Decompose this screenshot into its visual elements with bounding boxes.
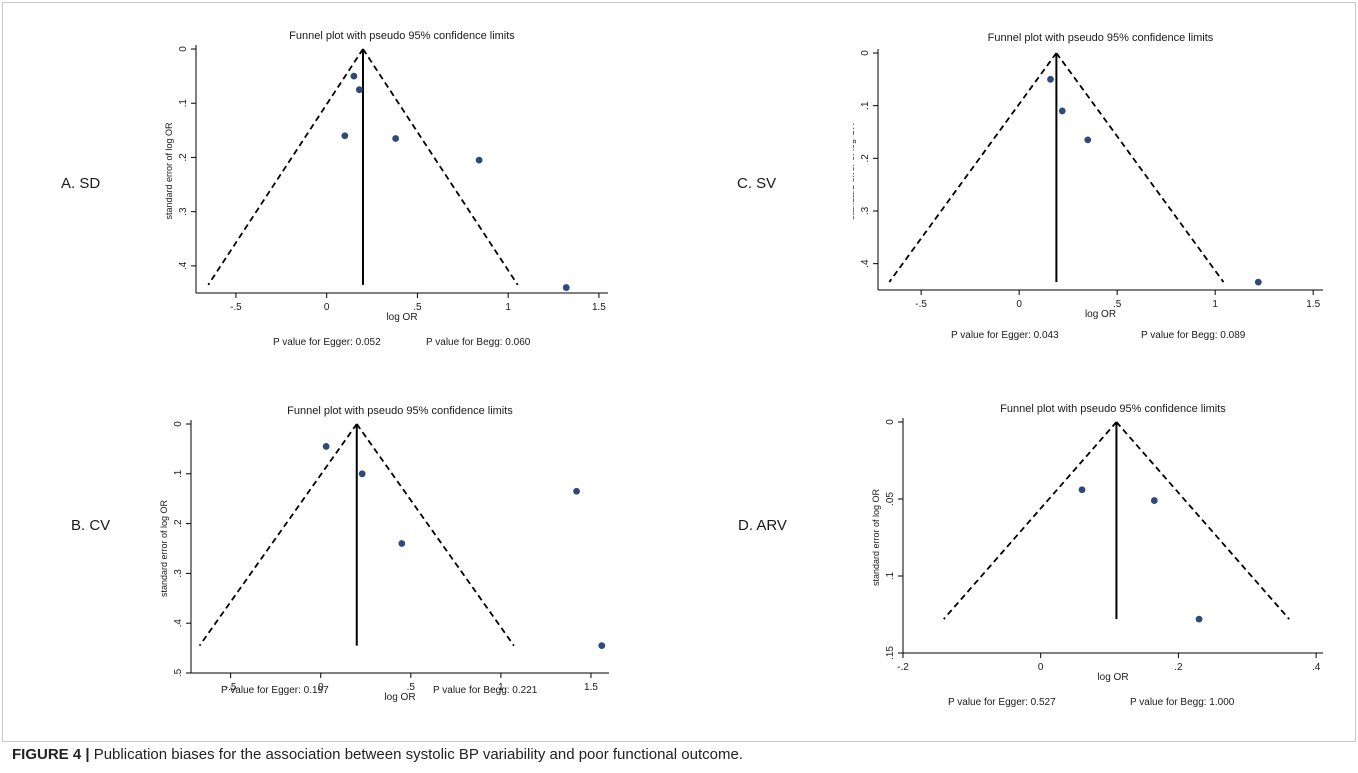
funnel-lower-limit [888, 52, 1058, 283]
x-axis-label: log OR [384, 692, 415, 703]
y-axis-label: standard error of log OR [164, 122, 174, 220]
study-point [341, 132, 349, 140]
funnel-lower-limit [943, 421, 1118, 620]
figure-frame: A. SD B. CV C. SV D. ARV Funnel plot wit… [2, 2, 1356, 742]
study-point [1150, 497, 1158, 504]
y-tick-label: .2 [860, 154, 871, 163]
study-point [358, 470, 366, 478]
x-tick-label: 0 [324, 302, 330, 313]
x-tick-label: 1 [498, 682, 504, 693]
x-tick-label: -.5 [915, 299, 927, 310]
x-tick-label: 1 [505, 302, 511, 313]
study-point [1058, 107, 1066, 115]
panel-label-b: B. CV [71, 517, 111, 534]
y-tick-label: .4 [178, 261, 189, 270]
y-tick-label: .3 [860, 206, 871, 215]
y-tick-label: .1 [173, 469, 184, 478]
y-tick-label: .4 [173, 619, 184, 628]
chart-title: Funnel plot with pseudo 95% confidence l… [287, 405, 513, 417]
egger-p-value: P value for Egger: 0.197 [221, 685, 329, 696]
study-point [1078, 486, 1086, 494]
funnel-upper-limit [1055, 52, 1225, 283]
y-tick-label: .05 [885, 492, 896, 506]
study-point [573, 487, 580, 495]
y-tick-label: .2 [178, 153, 189, 162]
y-tick-label: .1 [860, 101, 871, 110]
study-point [598, 642, 606, 650]
x-tick-label: .5 [413, 302, 422, 313]
funnel-upper-limit [1115, 421, 1290, 620]
funnel-plot-arv: Funnel plot with pseudo 95% confidence l… [871, 403, 1323, 708]
y-tick-label: .3 [173, 569, 184, 578]
caption-text: Publication biases for the association b… [89, 746, 743, 763]
y-tick-label: .3 [178, 207, 189, 216]
x-tick-label: .5 [407, 682, 416, 693]
study-point [392, 135, 400, 142]
x-tick-label: -.5 [225, 682, 237, 693]
y-tick-label: .15 [885, 646, 896, 660]
y-tick-label: 0 [860, 50, 871, 56]
x-axis-label: log OR [1085, 309, 1116, 320]
y-axis-label: standard error of log OR [159, 499, 169, 597]
y-tick-label: .4 [860, 259, 871, 268]
y-axis-label: standard error of log OR [871, 488, 881, 586]
begg-p-value: P value for Begg: 0.060 [426, 337, 531, 348]
caption-figure-label: FIGURE 4 | [12, 746, 90, 763]
panel-label-a: A. SD [61, 175, 101, 192]
funnel-lower-limit [207, 48, 364, 286]
funnel-upper-limit [362, 48, 519, 286]
funnel-plot-cv: Funnel plot with pseudo 95% confidence l… [159, 405, 609, 703]
x-tick-label: .4 [1312, 662, 1321, 673]
egger-p-value: P value for Egger: 0.043 [951, 330, 1059, 341]
x-tick-label: -.2 [897, 662, 909, 673]
study-point [398, 540, 406, 547]
study-point [355, 86, 363, 94]
y-tick-label: .1 [885, 571, 896, 580]
figure-caption: FIGURE 4 | Publication biases for the as… [12, 746, 1342, 763]
panel-label-d: D. ARV [738, 517, 787, 534]
y-axis-label: standard error of log OR [853, 122, 856, 220]
study-point [322, 443, 330, 450]
x-tick-label: 0 [1016, 299, 1022, 310]
x-tick-label: -.5 [230, 302, 242, 313]
x-tick-label: 1.5 [592, 302, 606, 313]
study-point [1084, 136, 1092, 144]
y-tick-label: 0 [178, 46, 189, 52]
egger-p-value: P value for Egger: 0.052 [273, 337, 381, 348]
x-tick-label: .5 [1113, 299, 1122, 310]
x-tick-label: 0 [318, 682, 324, 693]
y-tick-label: 0 [885, 419, 896, 425]
study-point [562, 284, 570, 291]
chart-title: Funnel plot with pseudo 95% confidence l… [289, 30, 515, 42]
chart-title: Funnel plot with pseudo 95% confidence l… [988, 32, 1214, 44]
funnel-plot-sd: Funnel plot with pseudo 95% confidence l… [164, 30, 608, 348]
x-tick-label: .2 [1174, 662, 1183, 673]
x-tick-label: 1.5 [584, 682, 598, 693]
study-point [1195, 615, 1203, 623]
chart-title: Funnel plot with pseudo 95% confidence l… [1000, 403, 1226, 415]
study-point [1254, 278, 1262, 286]
y-tick-label: .5 [173, 668, 184, 677]
y-tick-label: 0 [173, 421, 184, 427]
funnel-plot-sv: Funnel plot with pseudo 95% confidence l… [853, 32, 1323, 341]
funnel-lower-limit [198, 423, 358, 647]
x-axis-label: log OR [386, 312, 417, 323]
y-tick-label: .2 [173, 519, 184, 528]
x-tick-label: 1 [1212, 299, 1218, 310]
begg-p-value: P value for Begg: 0.089 [1141, 330, 1246, 341]
study-point [475, 156, 483, 164]
begg-p-value: P value for Begg: 1.000 [1130, 697, 1235, 708]
begg-p-value: P value for Begg: 0.221 [433, 685, 538, 696]
funnel-upper-limit [356, 423, 515, 647]
study-point [350, 72, 358, 80]
panel-label-c: C. SV [737, 175, 777, 192]
x-tick-label: 1.5 [1306, 299, 1320, 310]
egger-p-value: P value for Egger: 0.527 [948, 697, 1056, 708]
y-tick-label: .1 [178, 99, 189, 108]
x-axis-label: log OR [1097, 672, 1128, 683]
study-point [1047, 75, 1054, 83]
x-tick-label: 0 [1038, 662, 1044, 673]
